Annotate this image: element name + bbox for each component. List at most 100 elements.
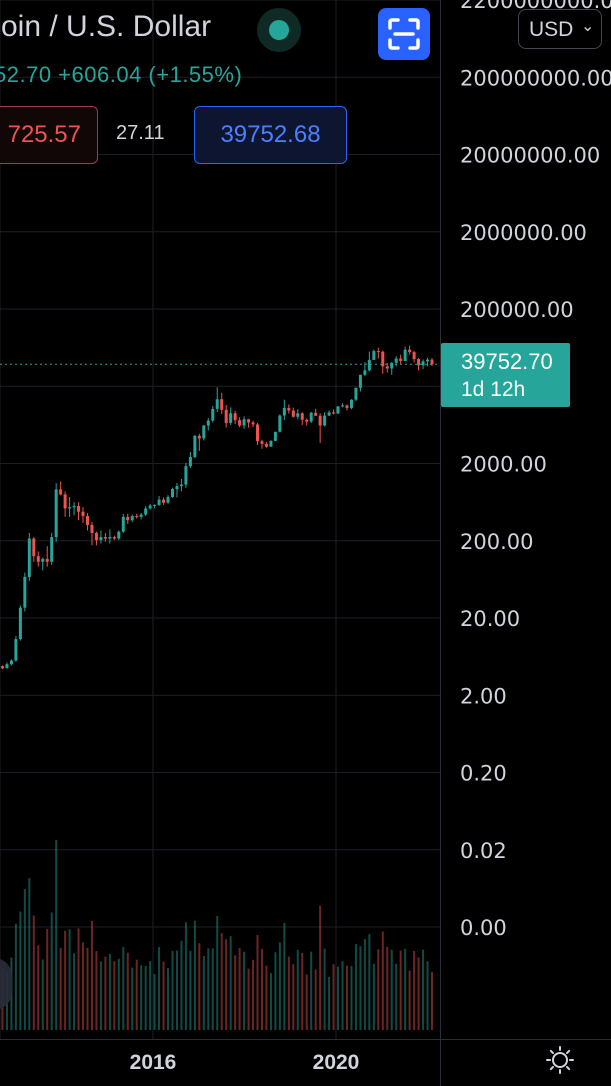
volume-bar <box>301 952 304 1030</box>
candle-body <box>63 494 67 509</box>
volume-bar <box>32 915 35 1030</box>
candle-body <box>59 489 63 495</box>
candle-body <box>170 489 174 497</box>
candle-body <box>211 408 215 421</box>
volume-bar <box>68 929 71 1030</box>
candle-body <box>117 531 121 539</box>
volume-bar <box>144 965 147 1030</box>
chart-scroll-handle[interactable] <box>0 958 12 1010</box>
candle-body <box>305 419 309 422</box>
candle-body <box>349 399 353 408</box>
volume-bar <box>381 931 384 1030</box>
candle-body <box>14 639 18 661</box>
candle-body <box>354 387 358 400</box>
volume-bar <box>359 946 362 1030</box>
volume-bar <box>90 920 93 1030</box>
candle-body <box>251 422 255 425</box>
volume-bar <box>131 967 134 1030</box>
candle-body <box>327 412 331 416</box>
volume-bar <box>310 951 313 1030</box>
volume-bar <box>82 942 85 1030</box>
volume-bar <box>55 839 58 1030</box>
volume-bar <box>256 934 259 1030</box>
candle-body <box>332 412 336 414</box>
symbol-title[interactable]: coin / U.S. Dollar <box>0 10 212 43</box>
volume-bar <box>198 943 201 1030</box>
volume-bar <box>149 961 152 1030</box>
volume-bar <box>390 949 393 1030</box>
candle-body <box>229 413 233 423</box>
price-tick-label: 200000000.00 <box>460 66 611 90</box>
volume-bar <box>377 949 380 1030</box>
candle-body <box>179 484 183 487</box>
volume-bar <box>171 950 174 1030</box>
volume-bar <box>305 974 308 1030</box>
candle-body <box>206 420 210 426</box>
time-axis-labels[interactable]: 2016 2020 <box>130 1051 360 1074</box>
volume-bar <box>283 922 286 1030</box>
candle-body <box>72 506 76 508</box>
volume-bar <box>117 958 120 1030</box>
volume-bar <box>417 957 420 1030</box>
volume-bar <box>345 965 348 1030</box>
candle-body <box>144 508 148 515</box>
bar-countdown: 1d 12h <box>461 378 526 401</box>
volume-bar <box>202 955 205 1030</box>
candle-body <box>166 496 170 503</box>
candle-body <box>126 516 130 521</box>
volume-bar <box>229 936 232 1030</box>
candle-body <box>403 349 407 361</box>
candle-body <box>323 415 327 426</box>
price-tick-label: 2.00 <box>460 684 507 708</box>
volume-bar <box>23 889 26 1030</box>
volume-bar <box>368 934 371 1030</box>
market-status-indicator[interactable] <box>257 8 301 52</box>
candle-body <box>381 351 385 367</box>
fullscreen-button[interactable] <box>378 8 430 60</box>
candle-body <box>162 499 166 503</box>
settings-gear-icon[interactable] <box>544 1044 576 1076</box>
volume-bar <box>193 920 196 1030</box>
buy-button[interactable]: 39752.68 <box>194 106 347 164</box>
candle-body <box>23 576 27 608</box>
price-axis-labels[interactable]: 2200000000.00200000000.0020000000.002000… <box>460 0 611 940</box>
volume-bar <box>14 923 17 1030</box>
sell-button[interactable]: 725.57 <box>0 106 98 164</box>
volume-bar <box>135 959 138 1030</box>
volume-bar <box>73 953 76 1030</box>
candle-body <box>108 537 112 539</box>
candle-body <box>408 349 412 353</box>
last-price-badge: 39752.70 1d 12h <box>441 343 570 407</box>
volume-bar <box>104 956 107 1030</box>
volume-bar <box>292 964 295 1030</box>
candle-body <box>426 359 430 362</box>
candle-body <box>188 457 192 467</box>
price-change-line: 52.70 +606.04 (+1.55%) <box>0 62 243 87</box>
volume-bar <box>269 973 272 1030</box>
candle-body <box>18 607 22 640</box>
candle-body <box>264 443 268 447</box>
volume-bar <box>278 942 281 1030</box>
candle-body <box>9 660 13 665</box>
volume-bar <box>431 971 433 1030</box>
chevron-down-icon: ⌄ <box>581 18 595 35</box>
volume-bar <box>46 928 49 1030</box>
volume-bar <box>363 939 366 1030</box>
volume-bar <box>153 974 156 1030</box>
spread-value: 27.11 <box>116 122 165 144</box>
volume-bar <box>372 963 375 1030</box>
volume-bar <box>337 966 340 1030</box>
candle-body <box>153 504 157 506</box>
candle-body <box>139 514 143 517</box>
volume-bar <box>404 948 407 1030</box>
price-tick-label: 20.00 <box>460 607 520 631</box>
candle-body <box>358 374 362 388</box>
volume-bar <box>113 961 116 1030</box>
candle-body <box>291 410 295 417</box>
candle-body <box>273 431 277 441</box>
market-open-dot-icon <box>269 20 289 40</box>
candle-body <box>345 405 349 408</box>
candlestick-series <box>0 345 434 670</box>
currency-selector[interactable]: USD ⌄ <box>518 9 602 49</box>
